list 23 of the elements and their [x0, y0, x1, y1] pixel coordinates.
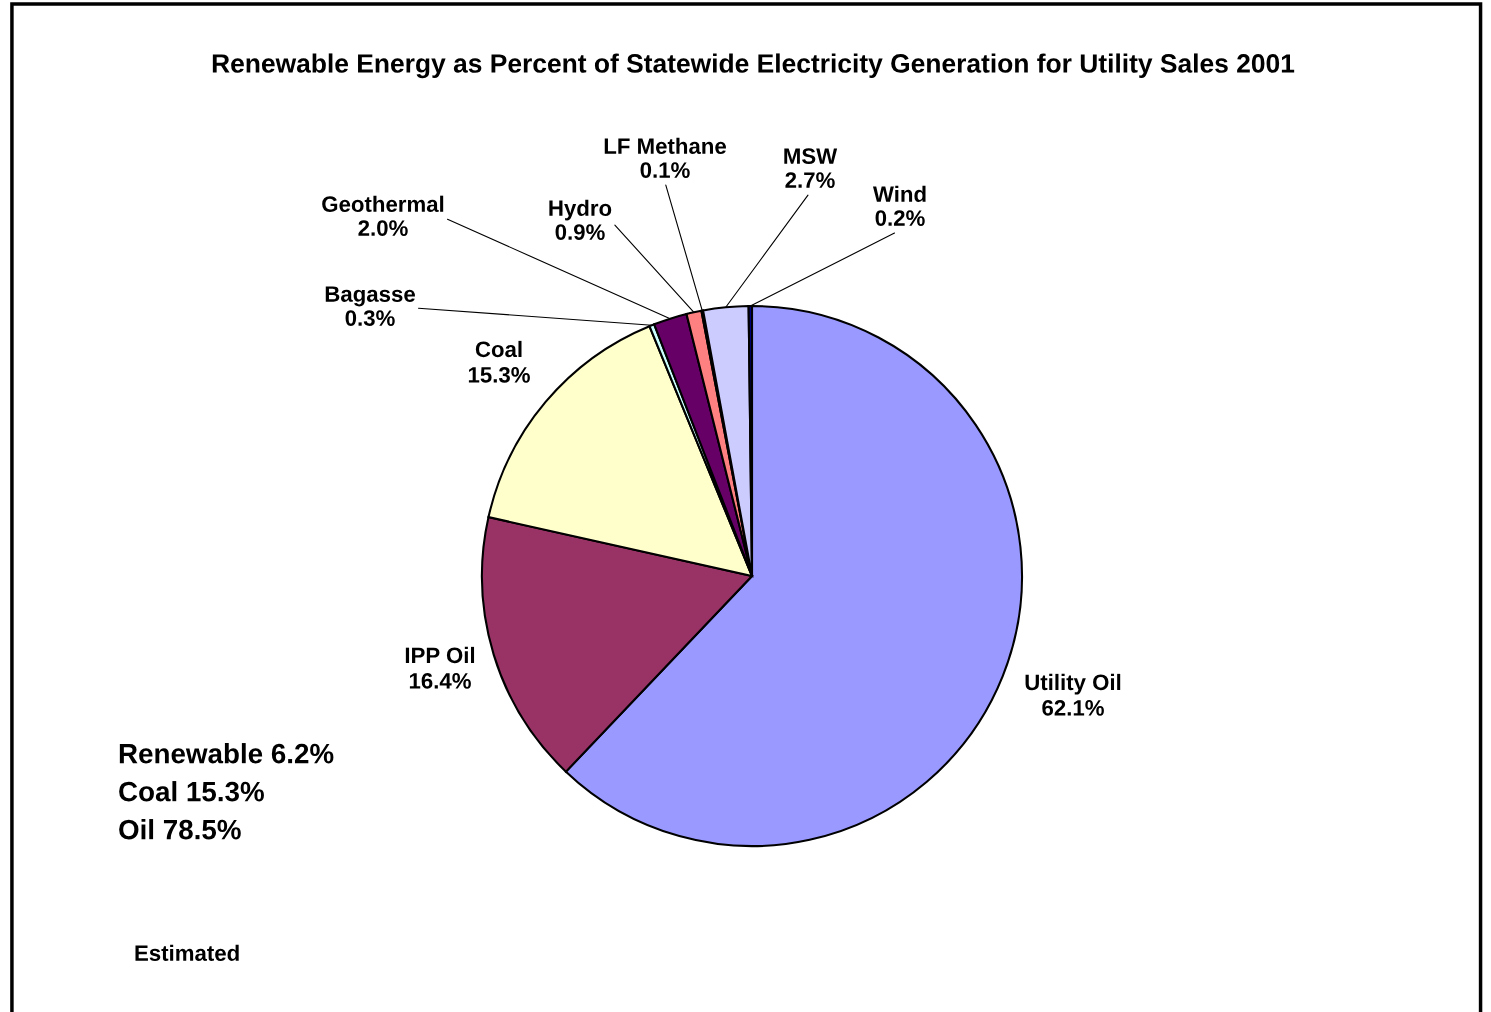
data-label: 0.9%: [555, 224, 605, 240]
slice-label: LF Methane: [604, 137, 726, 154]
text: Renewable 6.2%: [119, 743, 334, 764]
data-label: 2.0%: [358, 220, 408, 236]
data-label: 0.3%: [345, 310, 395, 326]
data-label: 2.7%: [785, 172, 835, 188]
slice-label: MSW: [784, 148, 838, 164]
slice-label: Hydro: [549, 199, 612, 221]
slice-label: Coal: [475, 340, 522, 358]
data-label: 15.3%: [468, 367, 530, 383]
data-label: 16.4%: [409, 673, 471, 689]
slice-label: Geothermal: [322, 195, 444, 212]
text: Oil 78.5%: [119, 819, 241, 840]
text: Estimated: [135, 944, 239, 961]
data-label: 62.1%: [1042, 700, 1104, 716]
data-label: 0.1%: [640, 162, 690, 178]
slice-label: Bagasse: [325, 286, 415, 307]
data-label: 0.2%: [875, 210, 925, 226]
slice-label: Utility Oil: [1025, 673, 1121, 695]
text: Coal 15.3%: [119, 781, 264, 802]
chart-title: Renewable Energy as Percent of Statewide Electricity Generation for Utility Sales 2001: [212, 53, 1295, 79]
slice-label: Wind: [872, 185, 926, 202]
slice-label: IPP Oil: [405, 646, 475, 664]
